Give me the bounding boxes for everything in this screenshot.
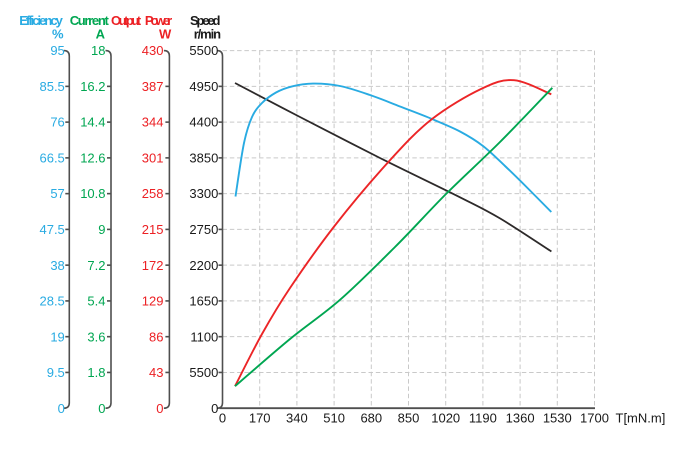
svg-text:85.5: 85.5 <box>39 79 64 94</box>
svg-text:14.4: 14.4 <box>80 115 105 130</box>
svg-text:0: 0 <box>58 401 65 416</box>
svg-text:Efficiency: Efficiency <box>19 13 63 28</box>
svg-text:Output: Output <box>111 13 142 28</box>
svg-text:7.2: 7.2 <box>87 258 105 273</box>
svg-text:95: 95 <box>50 43 64 58</box>
svg-text:47.5: 47.5 <box>39 222 64 237</box>
svg-text:344: 344 <box>142 115 164 130</box>
svg-text:1.8: 1.8 <box>87 365 105 380</box>
svg-text:5500: 5500 <box>189 43 218 58</box>
svg-text:1700: 1700 <box>580 411 609 426</box>
svg-text:Power: Power <box>145 13 172 28</box>
svg-text:A: A <box>96 27 106 42</box>
svg-text:0: 0 <box>211 401 218 416</box>
svg-text:387: 387 <box>142 79 164 94</box>
svg-text:170: 170 <box>249 411 271 426</box>
svg-text:301: 301 <box>142 150 164 165</box>
svg-text:4400: 4400 <box>189 115 218 130</box>
svg-text:3.6: 3.6 <box>87 329 105 344</box>
svg-text:5.4: 5.4 <box>87 294 105 309</box>
svg-text:5500: 5500 <box>189 365 218 380</box>
svg-text:9: 9 <box>98 222 105 237</box>
svg-text:Current: Current <box>70 13 110 28</box>
svg-text:0: 0 <box>98 401 105 416</box>
svg-text:0: 0 <box>156 401 163 416</box>
svg-text:129: 129 <box>142 294 164 309</box>
svg-text:1650: 1650 <box>189 294 218 309</box>
svg-text:258: 258 <box>142 186 164 201</box>
svg-text:1530: 1530 <box>543 411 572 426</box>
svg-text:57: 57 <box>50 186 64 201</box>
svg-text:2750: 2750 <box>189 222 218 237</box>
svg-text:1020: 1020 <box>431 411 460 426</box>
svg-text:2200: 2200 <box>189 258 218 273</box>
svg-text:1360: 1360 <box>506 411 535 426</box>
svg-text:4950: 4950 <box>189 79 218 94</box>
svg-text:18: 18 <box>91 43 105 58</box>
svg-text:0: 0 <box>219 411 226 426</box>
svg-text:28.5: 28.5 <box>39 294 64 309</box>
svg-text:430: 430 <box>142 43 164 58</box>
svg-text:9.5: 9.5 <box>47 365 65 380</box>
svg-text:1190: 1190 <box>469 411 497 426</box>
svg-text:172: 172 <box>142 258 164 273</box>
svg-text:19: 19 <box>50 329 64 344</box>
svg-text:W: W <box>159 27 172 42</box>
svg-text:3300: 3300 <box>189 186 218 201</box>
svg-text:%: % <box>52 27 64 42</box>
svg-text:66.5: 66.5 <box>39 150 64 165</box>
svg-text:215: 215 <box>142 222 164 237</box>
svg-text:76: 76 <box>50 115 64 130</box>
svg-text:38: 38 <box>50 258 64 273</box>
svg-text:680: 680 <box>360 411 382 426</box>
svg-text:16.2: 16.2 <box>80 79 105 94</box>
svg-text:Speed: Speed <box>190 13 220 28</box>
svg-text:3850: 3850 <box>189 150 218 165</box>
svg-text:1100: 1100 <box>190 329 218 344</box>
svg-text:12.6: 12.6 <box>80 150 105 165</box>
svg-text:r/min: r/min <box>194 27 221 42</box>
svg-text:510: 510 <box>323 411 345 426</box>
svg-text:850: 850 <box>398 411 420 426</box>
svg-text:10.8: 10.8 <box>80 186 105 201</box>
svg-text:340: 340 <box>286 411 308 426</box>
svg-text:T[mN.m]: T[mN.m] <box>616 411 666 426</box>
svg-text:43: 43 <box>149 365 163 380</box>
svg-text:86: 86 <box>149 329 163 344</box>
